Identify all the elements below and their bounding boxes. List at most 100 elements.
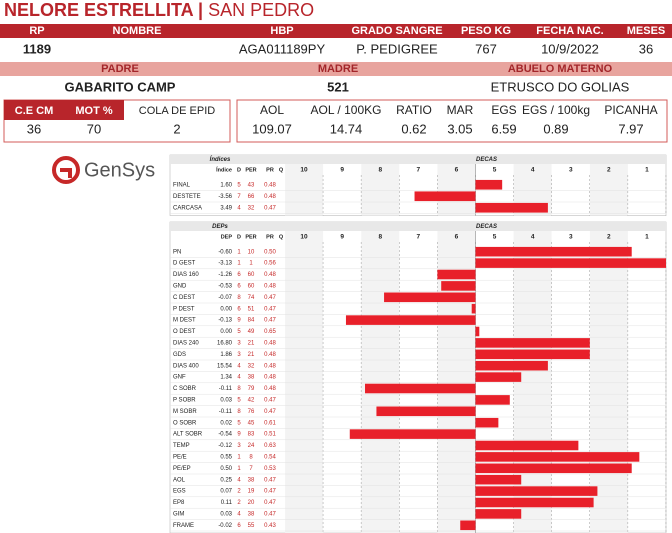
- column-header: DEP: [221, 234, 233, 240]
- row-d: 4: [237, 375, 241, 381]
- row-d: 1: [237, 466, 241, 472]
- row-value: -0.54: [218, 432, 232, 438]
- measure-label: PICANHA: [604, 103, 657, 117]
- info-value: 36: [639, 41, 653, 56]
- measure-label: EGS: [491, 103, 516, 117]
- measure-value: 2: [173, 121, 180, 136]
- row-pr: 0.48: [264, 272, 276, 278]
- row-d: 4: [237, 205, 241, 211]
- row-per: 60: [248, 283, 255, 289]
- row-per: 76: [248, 409, 255, 415]
- row-label: DESTETE: [173, 194, 201, 200]
- info-label: PESO KG: [461, 25, 511, 37]
- deca-stripe: [361, 231, 400, 533]
- row-per: 32: [248, 205, 255, 211]
- row-value: 0.00: [220, 329, 232, 335]
- deca-tick-label: 5: [493, 234, 497, 241]
- row-value: -0.13: [218, 318, 232, 324]
- row-pr: 0.47: [264, 306, 276, 312]
- row-pr: 0.43: [264, 523, 276, 529]
- parent-value: 521: [327, 79, 349, 94]
- row-d: 8: [237, 295, 241, 301]
- parents-header-bar: [0, 62, 672, 76]
- info-label: RP: [29, 25, 44, 37]
- deca-tick-label: 10: [300, 234, 308, 241]
- deca-tick-label: 7: [417, 167, 421, 174]
- column-header: PR: [266, 234, 274, 240]
- measure-value: 7.97: [618, 121, 643, 136]
- row-per: 43: [248, 182, 255, 188]
- row-d: 1: [237, 261, 241, 267]
- row-label: O SOBR: [173, 420, 197, 426]
- deca-tick-label: 8: [378, 167, 382, 174]
- row-value: -0.07: [218, 295, 232, 301]
- deca-tick-label: 1: [645, 234, 649, 241]
- table-title-bar: [170, 222, 666, 231]
- row-label: TEMP: [173, 443, 190, 449]
- brand: GenSys: [84, 159, 155, 181]
- row-label: ALT SOBR: [173, 432, 203, 438]
- deca-stripe: [285, 164, 324, 216]
- measure-label: EGS / 100kg: [522, 103, 590, 117]
- row-per: 49: [248, 329, 255, 335]
- info-label: FECHA NAC.: [536, 25, 603, 37]
- row-value: 0.00: [220, 306, 232, 312]
- row-d: 3: [237, 352, 241, 358]
- deca-stripe: [437, 164, 476, 216]
- row-per: 19: [248, 489, 255, 495]
- deca-tick-label: 1: [645, 167, 649, 174]
- row-pr: 0.48: [264, 352, 276, 358]
- column-header: Índice: [216, 165, 232, 173]
- row-label: GIM: [173, 511, 184, 517]
- measure-label: C.E CM: [15, 105, 54, 117]
- deca-tick-label: 10: [300, 167, 308, 174]
- row-per: 74: [248, 295, 255, 301]
- info-label: GRADO SANGRE: [351, 25, 442, 37]
- column-header: PER: [245, 234, 256, 240]
- row-per: 45: [248, 420, 255, 426]
- row-label: C SOBR: [173, 386, 197, 392]
- row-d: 4: [237, 477, 241, 483]
- column-header: Q: [279, 234, 284, 240]
- row-pr: 0.47: [264, 205, 276, 211]
- row-label: EGS: [173, 489, 186, 495]
- measures-right-box: [236, 99, 668, 143]
- row-d: 8: [237, 409, 241, 415]
- info-label: MESES: [627, 25, 666, 37]
- deca-bar: [475, 179, 503, 190]
- row-d: 6: [237, 306, 241, 312]
- row-pr: 0.48: [264, 363, 276, 369]
- row-d: 7: [237, 194, 241, 200]
- measure-value: 109.07: [252, 121, 292, 136]
- row-pr: 0.47: [264, 489, 276, 495]
- measure-label: AOL / 100KG: [311, 103, 382, 117]
- row-value: 1.86: [220, 352, 232, 358]
- row-per: 10: [248, 249, 255, 255]
- deca-bar: [475, 202, 548, 213]
- row-value: 3.49: [220, 205, 232, 211]
- row-per: 83: [248, 432, 255, 438]
- deca-bar: [475, 417, 499, 428]
- deca-tick-label: 8: [378, 234, 382, 241]
- info-label: NOMBRE: [113, 25, 162, 37]
- row-label: DIAS 400: [173, 363, 199, 369]
- info-header-bar: [0, 24, 672, 38]
- deca-tick-label: 9: [340, 234, 344, 241]
- row-per: 38: [248, 375, 255, 381]
- deca-bar: [384, 292, 476, 303]
- row-label: PE/EP: [173, 466, 191, 472]
- deca-tick-label: 9: [340, 167, 344, 174]
- row-value: 0.07: [220, 489, 232, 495]
- deca-stripe: [285, 231, 324, 533]
- row-label: GDS: [173, 352, 186, 358]
- row-per: 21: [248, 340, 255, 346]
- row-value: 0.55: [220, 454, 232, 460]
- row-pr: 0.48: [264, 340, 276, 346]
- row-value: 1.34: [220, 375, 232, 381]
- row-pr: 0.48: [264, 283, 276, 289]
- row-pr: 0.48: [264, 386, 276, 392]
- deca-tick-label: 2: [607, 234, 611, 241]
- parent-value: ETRUSCO DO GOLIAS: [491, 79, 630, 94]
- deca-bar: [475, 372, 522, 382]
